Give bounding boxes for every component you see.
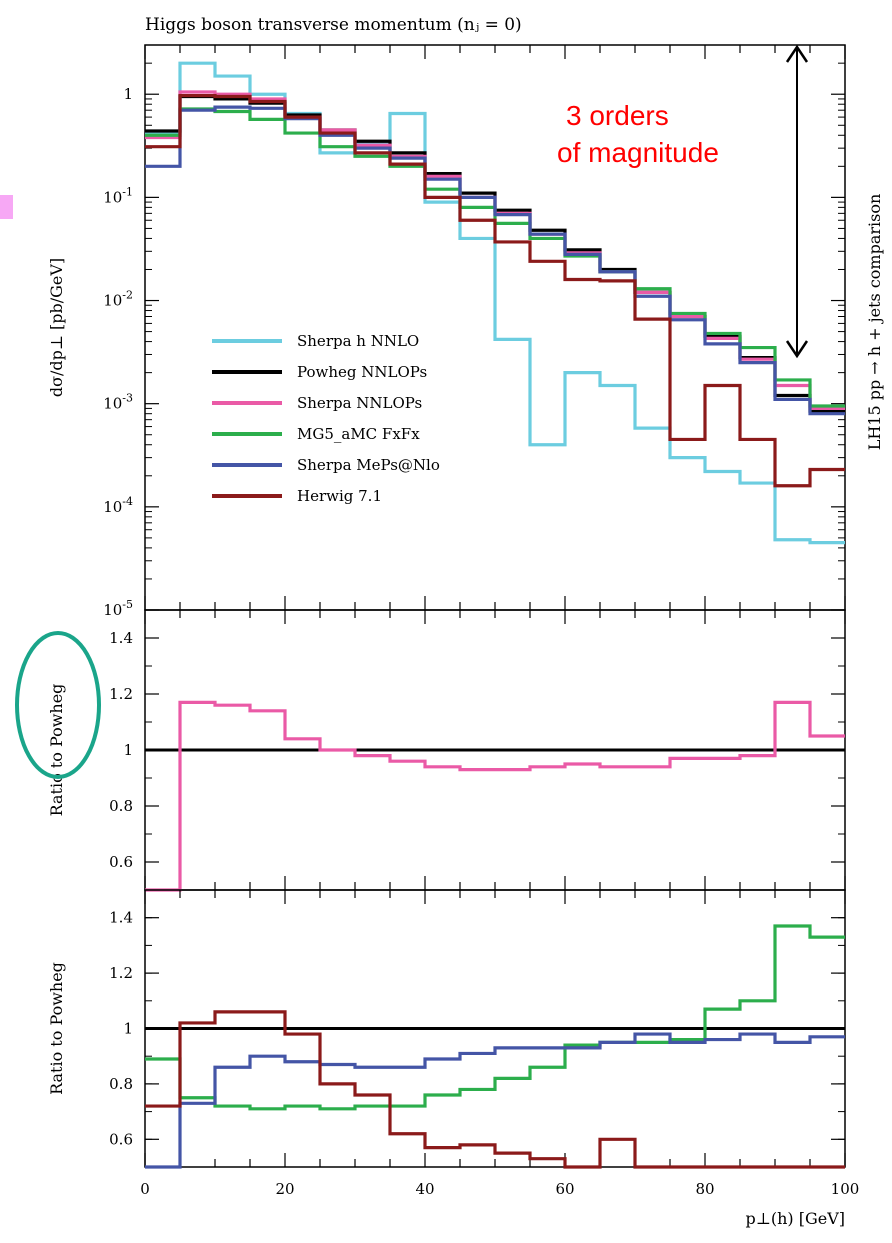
x-tick-label: 100 (831, 1180, 860, 1198)
y-axis-label: Ratio to Powheg (47, 684, 66, 817)
y-tick-label: 1.2 (109, 685, 133, 703)
y-tick-label: 10-3 (103, 392, 133, 413)
legend: Sherpa h NNLO Powheg NNLOPs Sherpa NNLOPs M… (212, 332, 440, 505)
y-tick-label: 1.2 (109, 964, 133, 982)
y-tick-label: 1.4 (109, 629, 133, 647)
y-tick-label: 10-4 (103, 495, 133, 516)
y-axis-label: dσ/dp⊥ [pb/GeV] (47, 258, 66, 397)
y-tick-label: 0.8 (109, 797, 133, 815)
series-line (145, 700, 845, 892)
legend-label: Sherpa MePs@Nlo (297, 456, 440, 474)
chart-title: Higgs boson transverse momentum (nⱼ = 0) (145, 15, 522, 35)
y-tick-label: 0.8 (109, 1075, 133, 1093)
double-arrow (785, 44, 809, 359)
series-line (145, 61, 845, 545)
x-tick-label: 20 (275, 1180, 294, 1198)
y-tick-label: 10-5 (103, 598, 133, 619)
pink-marker (0, 195, 13, 219)
x-tick-label: 60 (555, 1180, 574, 1198)
series-line (145, 1032, 845, 1169)
legend-label: Sherpa NNLOPs (297, 394, 422, 412)
y-tick-label: 1 (123, 741, 133, 759)
side-label: LH15 pp → h + jets comparison (865, 194, 884, 451)
y-tick-label: 1 (123, 85, 133, 103)
x-tick-label: 0 (140, 1180, 150, 1198)
legend-label: Herwig 7.1 (297, 487, 382, 505)
x-tick-label: 40 (415, 1180, 434, 1198)
main-panel: 10-5 10-4 10-3 10-2 10-1 1 dσ/dp⊥ [pb/GeV] (47, 44, 846, 619)
annotation-line2: of magnitude (557, 137, 719, 168)
ratio-panel-top: 0.6 0.8 1 1.2 1.4 Ratio to Powheg (47, 609, 846, 892)
series-line (145, 93, 845, 488)
y-axis-label: Ratio to Powheg (47, 962, 66, 1095)
series-line (145, 1010, 845, 1169)
x-axis-label: p⊥(h) [GeV] (746, 1209, 845, 1228)
series-line (145, 924, 845, 1111)
y-tick-label: 1.4 (109, 909, 133, 927)
y-tick-label: 0.6 (109, 853, 133, 871)
y-tick-label: 0.6 (109, 1130, 133, 1148)
annotation-line1: 3 orders (566, 100, 669, 131)
y-tick-label: 10-1 (103, 185, 133, 206)
highlight-ellipse (15, 631, 101, 779)
series-line (145, 105, 845, 416)
y-tick-label: 1 (123, 1020, 133, 1038)
ratio-panel-bottom: 0.6 0.8 1 1.2 1.4 Ratio to Powheg 0 20 40 60 80 100… (47, 889, 860, 1228)
x-tick-label: 80 (695, 1180, 714, 1198)
legend-label: Sherpa h NNLO (297, 332, 419, 350)
y-tick-label: 10-2 (103, 289, 133, 310)
legend-label: MG5_aMC FxFx (297, 425, 420, 443)
legend-label: Powheg NNLOPs (297, 363, 427, 381)
